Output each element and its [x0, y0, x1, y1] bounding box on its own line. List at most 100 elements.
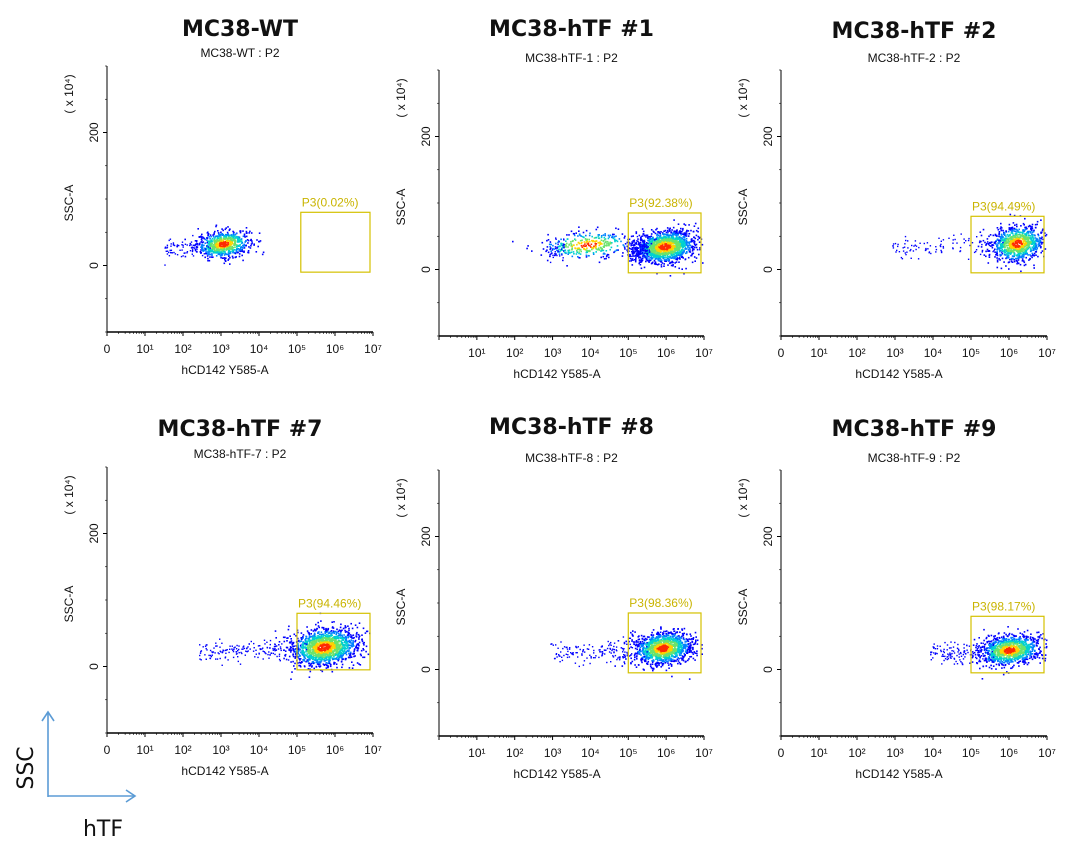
scatter-point [649, 257, 652, 259]
scatter-point [590, 246, 592, 248]
scatter-point [209, 253, 211, 256]
scatter-point [658, 244, 660, 247]
scatter-point [622, 244, 625, 246]
scatter-point [243, 235, 246, 237]
scatter-point [577, 241, 580, 244]
scatter-point [917, 258, 920, 260]
scatter-point [596, 226, 599, 229]
scatter-point [664, 251, 667, 254]
scatter-point [686, 229, 688, 232]
scatter-point [676, 230, 678, 233]
x-tick-label: 10⁷ [1038, 346, 1056, 360]
scatter-point [650, 233, 653, 235]
scatter-point [651, 241, 653, 243]
scatter-point [646, 252, 649, 255]
scatter-point [1005, 230, 1007, 233]
scatter-point [667, 244, 670, 246]
scatter-point [657, 263, 659, 266]
scatter-point [556, 247, 558, 249]
scatter-point [1008, 261, 1010, 263]
scatter-point [695, 234, 698, 237]
scatter-point [218, 238, 221, 240]
scatter-point [345, 637, 348, 640]
scatter-point [318, 638, 320, 641]
scatter-point [242, 235, 245, 238]
scatter-point [1003, 253, 1006, 256]
scatter-point [1026, 227, 1028, 230]
scatter-point [670, 232, 672, 234]
scatter-point [215, 239, 217, 242]
scatter-point [999, 227, 1002, 230]
scatter-point [274, 649, 276, 652]
scatter-point [989, 234, 992, 236]
scatter-point [999, 235, 1001, 238]
scatter-point [1024, 240, 1026, 243]
scatter-point [613, 251, 615, 254]
scatter-point [291, 671, 293, 673]
scatter-point [671, 246, 673, 249]
scatter-point [691, 245, 693, 248]
scatter-point [243, 247, 246, 249]
scatter-point [638, 257, 640, 259]
scatter-point [667, 238, 670, 240]
scatter-point [570, 240, 572, 243]
scatter-point [567, 246, 569, 248]
scatter-point [1030, 229, 1033, 231]
scatter-point [341, 657, 344, 659]
scatter-point [228, 248, 231, 250]
scatter-point [207, 240, 210, 242]
scatter-point [1028, 246, 1031, 249]
scatter-point [610, 242, 612, 245]
scatter-point [308, 658, 310, 661]
scatter-point [607, 237, 610, 240]
scatter-point [604, 234, 607, 237]
scatter-point [656, 272, 658, 275]
scatter-point [650, 235, 653, 238]
scatter-point [214, 237, 216, 239]
scatter-point [1004, 244, 1006, 247]
scatter-point [1031, 225, 1033, 228]
scatter-point [214, 240, 216, 243]
scatter-point [238, 245, 241, 247]
scatter-point [671, 229, 673, 231]
scatter-point [996, 227, 999, 229]
y-tick-label: 200 [87, 122, 101, 142]
scatter-point [571, 240, 574, 243]
scatter-point [996, 249, 999, 251]
scatter-point [1024, 244, 1026, 247]
scatter-point [232, 233, 235, 235]
scatter-point [633, 244, 636, 247]
scatter-point [998, 233, 1000, 236]
scatter-point [574, 238, 576, 240]
scatter-point [689, 244, 692, 247]
scatter-point [310, 657, 313, 659]
scatter-point [1012, 229, 1014, 232]
scatter-point [691, 238, 693, 240]
scatter-point [1016, 260, 1018, 262]
scatter-point [684, 258, 687, 260]
scatter-point [1017, 253, 1019, 256]
scatter-point [676, 236, 678, 238]
scatter-point [1000, 245, 1002, 248]
scatter-point [656, 236, 659, 238]
y-tick-label: 0 [87, 663, 101, 670]
scatter-point [678, 246, 681, 248]
scatter-point [547, 233, 549, 236]
gate-p3 [627, 212, 702, 274]
scatter-point [243, 250, 245, 253]
scatter-point [606, 240, 609, 243]
scatter-point [1006, 253, 1008, 255]
scatter-point [986, 242, 988, 245]
scatter-point [576, 247, 579, 250]
scatter-point [645, 247, 648, 249]
scatter-point [1008, 237, 1011, 240]
y-tick-label: 200 [419, 126, 433, 146]
scatter-point [232, 230, 234, 233]
scatter-point [1016, 257, 1018, 260]
scatter-point [225, 227, 227, 229]
scatter-point [244, 241, 246, 243]
scatter-point [658, 247, 661, 249]
